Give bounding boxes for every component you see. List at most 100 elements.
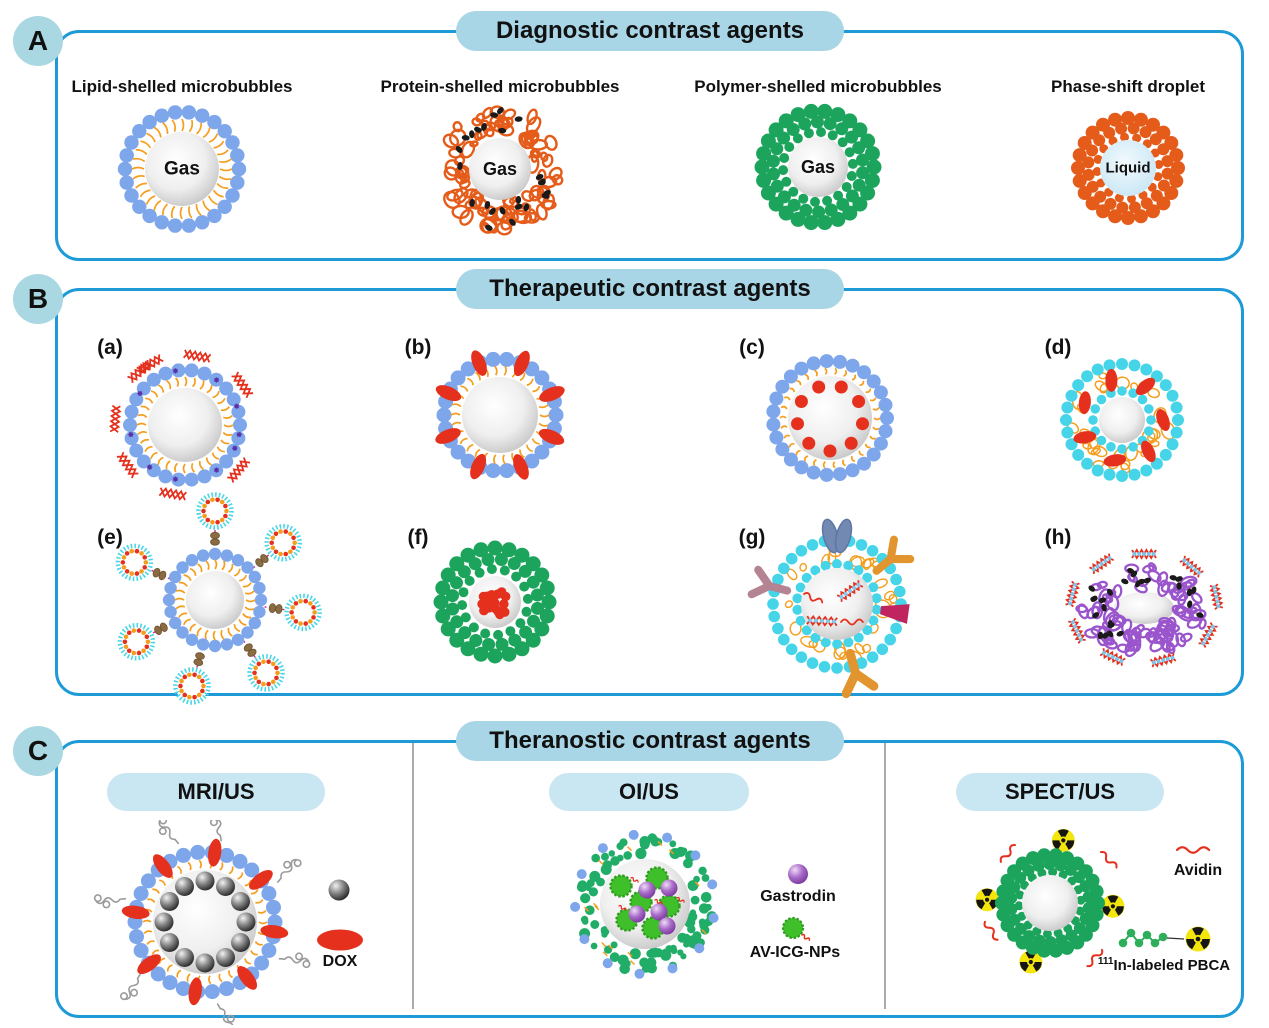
in111-pbca-label: 111In-labeled PBCA <box>1097 956 1231 974</box>
charge-mark-icon <box>213 467 220 473</box>
radioactive-icon <box>1051 828 1075 852</box>
linker-icon <box>152 568 167 581</box>
protein-shelled-microbubble-figure: Gas <box>424 93 576 245</box>
peptide-flag-icon <box>880 604 910 624</box>
panel-c-title: Theranostic contrast agents <box>456 721 844 761</box>
section-divider-2 <box>884 743 886 1009</box>
oi-us-microbubble-figure <box>558 822 733 987</box>
polymer-chain-icon <box>276 858 302 884</box>
dna-strand-icon <box>108 404 122 433</box>
strand-icon <box>983 920 999 941</box>
label-lipid-shelled: Lipid-shelled microbubbles <box>71 77 293 96</box>
strand-icon <box>654 898 663 905</box>
dna-strand-icon <box>1068 617 1086 644</box>
polymer-shelled-microbubble-figure: Gas <box>748 97 888 237</box>
dna-strand-icon <box>1065 580 1080 608</box>
linker-icon <box>193 652 205 667</box>
label-b-f: (f) <box>407 526 429 549</box>
liposome-icon <box>196 492 234 530</box>
polymer-chain-icon <box>278 952 311 969</box>
antibody-icon <box>841 648 879 699</box>
gastrodin-label: Gastrodin <box>760 888 836 905</box>
polymer-drug-core-bubble-figure <box>415 522 575 682</box>
dna-strand-icon <box>136 354 164 375</box>
liposome-icon <box>247 654 285 692</box>
section-mri-us-title: MRI/US <box>107 773 325 811</box>
label-b-e: (e) <box>97 526 123 549</box>
polymer-chain-icon <box>216 1003 235 1028</box>
strand-icon <box>1086 948 1104 968</box>
liposome-icon <box>284 593 322 632</box>
nanoparticle-sphere-icon <box>326 877 352 903</box>
double-layer-drug-bubble-figure <box>1047 345 1197 495</box>
charge-mark-icon <box>172 476 179 482</box>
core-label: Liquid <box>1106 160 1151 177</box>
strand-icon <box>618 904 627 911</box>
strand-icon <box>1099 850 1118 869</box>
polymer-chain-icon <box>93 894 127 909</box>
antibody-icon <box>872 535 915 575</box>
dox-icon <box>312 927 368 953</box>
dna-strand-icon <box>158 487 187 501</box>
label-polymer-shelled: Polymer-shelled microbubbles <box>694 77 942 96</box>
panel-a-badge: A <box>13 16 63 66</box>
dna-strand-icon <box>836 580 864 602</box>
protein-dna-torus-bubble-figure <box>1042 528 1247 688</box>
dna-strand-icon <box>116 451 139 479</box>
label-b-g: (g) <box>738 526 766 549</box>
charge-mark-icon <box>137 390 143 397</box>
polymer-chain-icon <box>209 809 224 842</box>
spect-us-microbubble-figure <box>950 808 1150 998</box>
charge-mark-icon <box>147 464 153 470</box>
label-b-b: (b) <box>404 336 432 359</box>
core-label: Gas <box>164 159 200 180</box>
dna-strand-icon <box>1099 648 1126 666</box>
avidin-icon <box>1172 840 1216 860</box>
linker-icon <box>154 622 168 635</box>
av-icg-np-icon <box>780 915 814 943</box>
charge-mark-icon <box>234 403 240 409</box>
phase-shift-droplet-figure: Liquid <box>1062 102 1194 234</box>
dna-strand-icon <box>1131 548 1157 560</box>
liposome-icon <box>117 623 156 661</box>
dox-label: DOX <box>322 953 358 970</box>
charge-mark-icon <box>213 377 220 383</box>
dna-strand-icon <box>1198 622 1218 648</box>
inner-drug-microbubble-figure <box>750 338 910 498</box>
av-icg-np-label: AV-ICG-NPs <box>749 944 841 961</box>
label-b-a: (a) <box>97 336 123 359</box>
section-oi-us-title: OI/US <box>549 773 749 811</box>
linker-icon <box>210 531 220 546</box>
panel-a-title: Diagnostic contrast agents <box>456 11 844 51</box>
label-protein-shelled: Protein-shelled microbubbles <box>380 77 620 96</box>
core-label: Gas <box>483 159 517 179</box>
polymer-chain-icon <box>119 972 142 1001</box>
label-b-d: (d) <box>1044 336 1072 359</box>
dna-strand-icon <box>227 457 251 483</box>
section-spect-us-title: SPECT/US <box>956 773 1164 811</box>
dna-strand-icon <box>1179 555 1204 578</box>
label-b-c: (c) <box>739 336 765 359</box>
polymer-chain-icon <box>158 816 180 845</box>
liposome-icon <box>115 543 154 582</box>
dna-strand-icon <box>1089 553 1115 574</box>
shell-drug-microbubble-figure <box>420 335 580 495</box>
charge-mark-icon <box>172 368 179 374</box>
dna-strand-icon <box>1209 583 1224 611</box>
protein-dimer-icon <box>821 518 853 554</box>
charge-mark-icon <box>128 431 134 438</box>
dna-strand-icon <box>806 615 838 627</box>
charge-mark-icon <box>232 445 238 451</box>
strand-icon <box>1175 846 1211 854</box>
mri-us-microbubble-figure <box>88 809 323 1028</box>
strand-icon <box>803 592 824 604</box>
linker-icon <box>243 643 257 657</box>
in111-superscript: 111 <box>1097 956 1114 967</box>
core-label: Gas <box>801 157 835 177</box>
avidin-label: Avidin <box>1173 862 1223 879</box>
charge-mark-icon <box>236 431 242 438</box>
linker-icon <box>255 554 269 568</box>
in111-pbca-icon <box>1118 922 1218 956</box>
strand-icon <box>630 876 639 883</box>
radioactive-icon <box>1019 950 1043 974</box>
